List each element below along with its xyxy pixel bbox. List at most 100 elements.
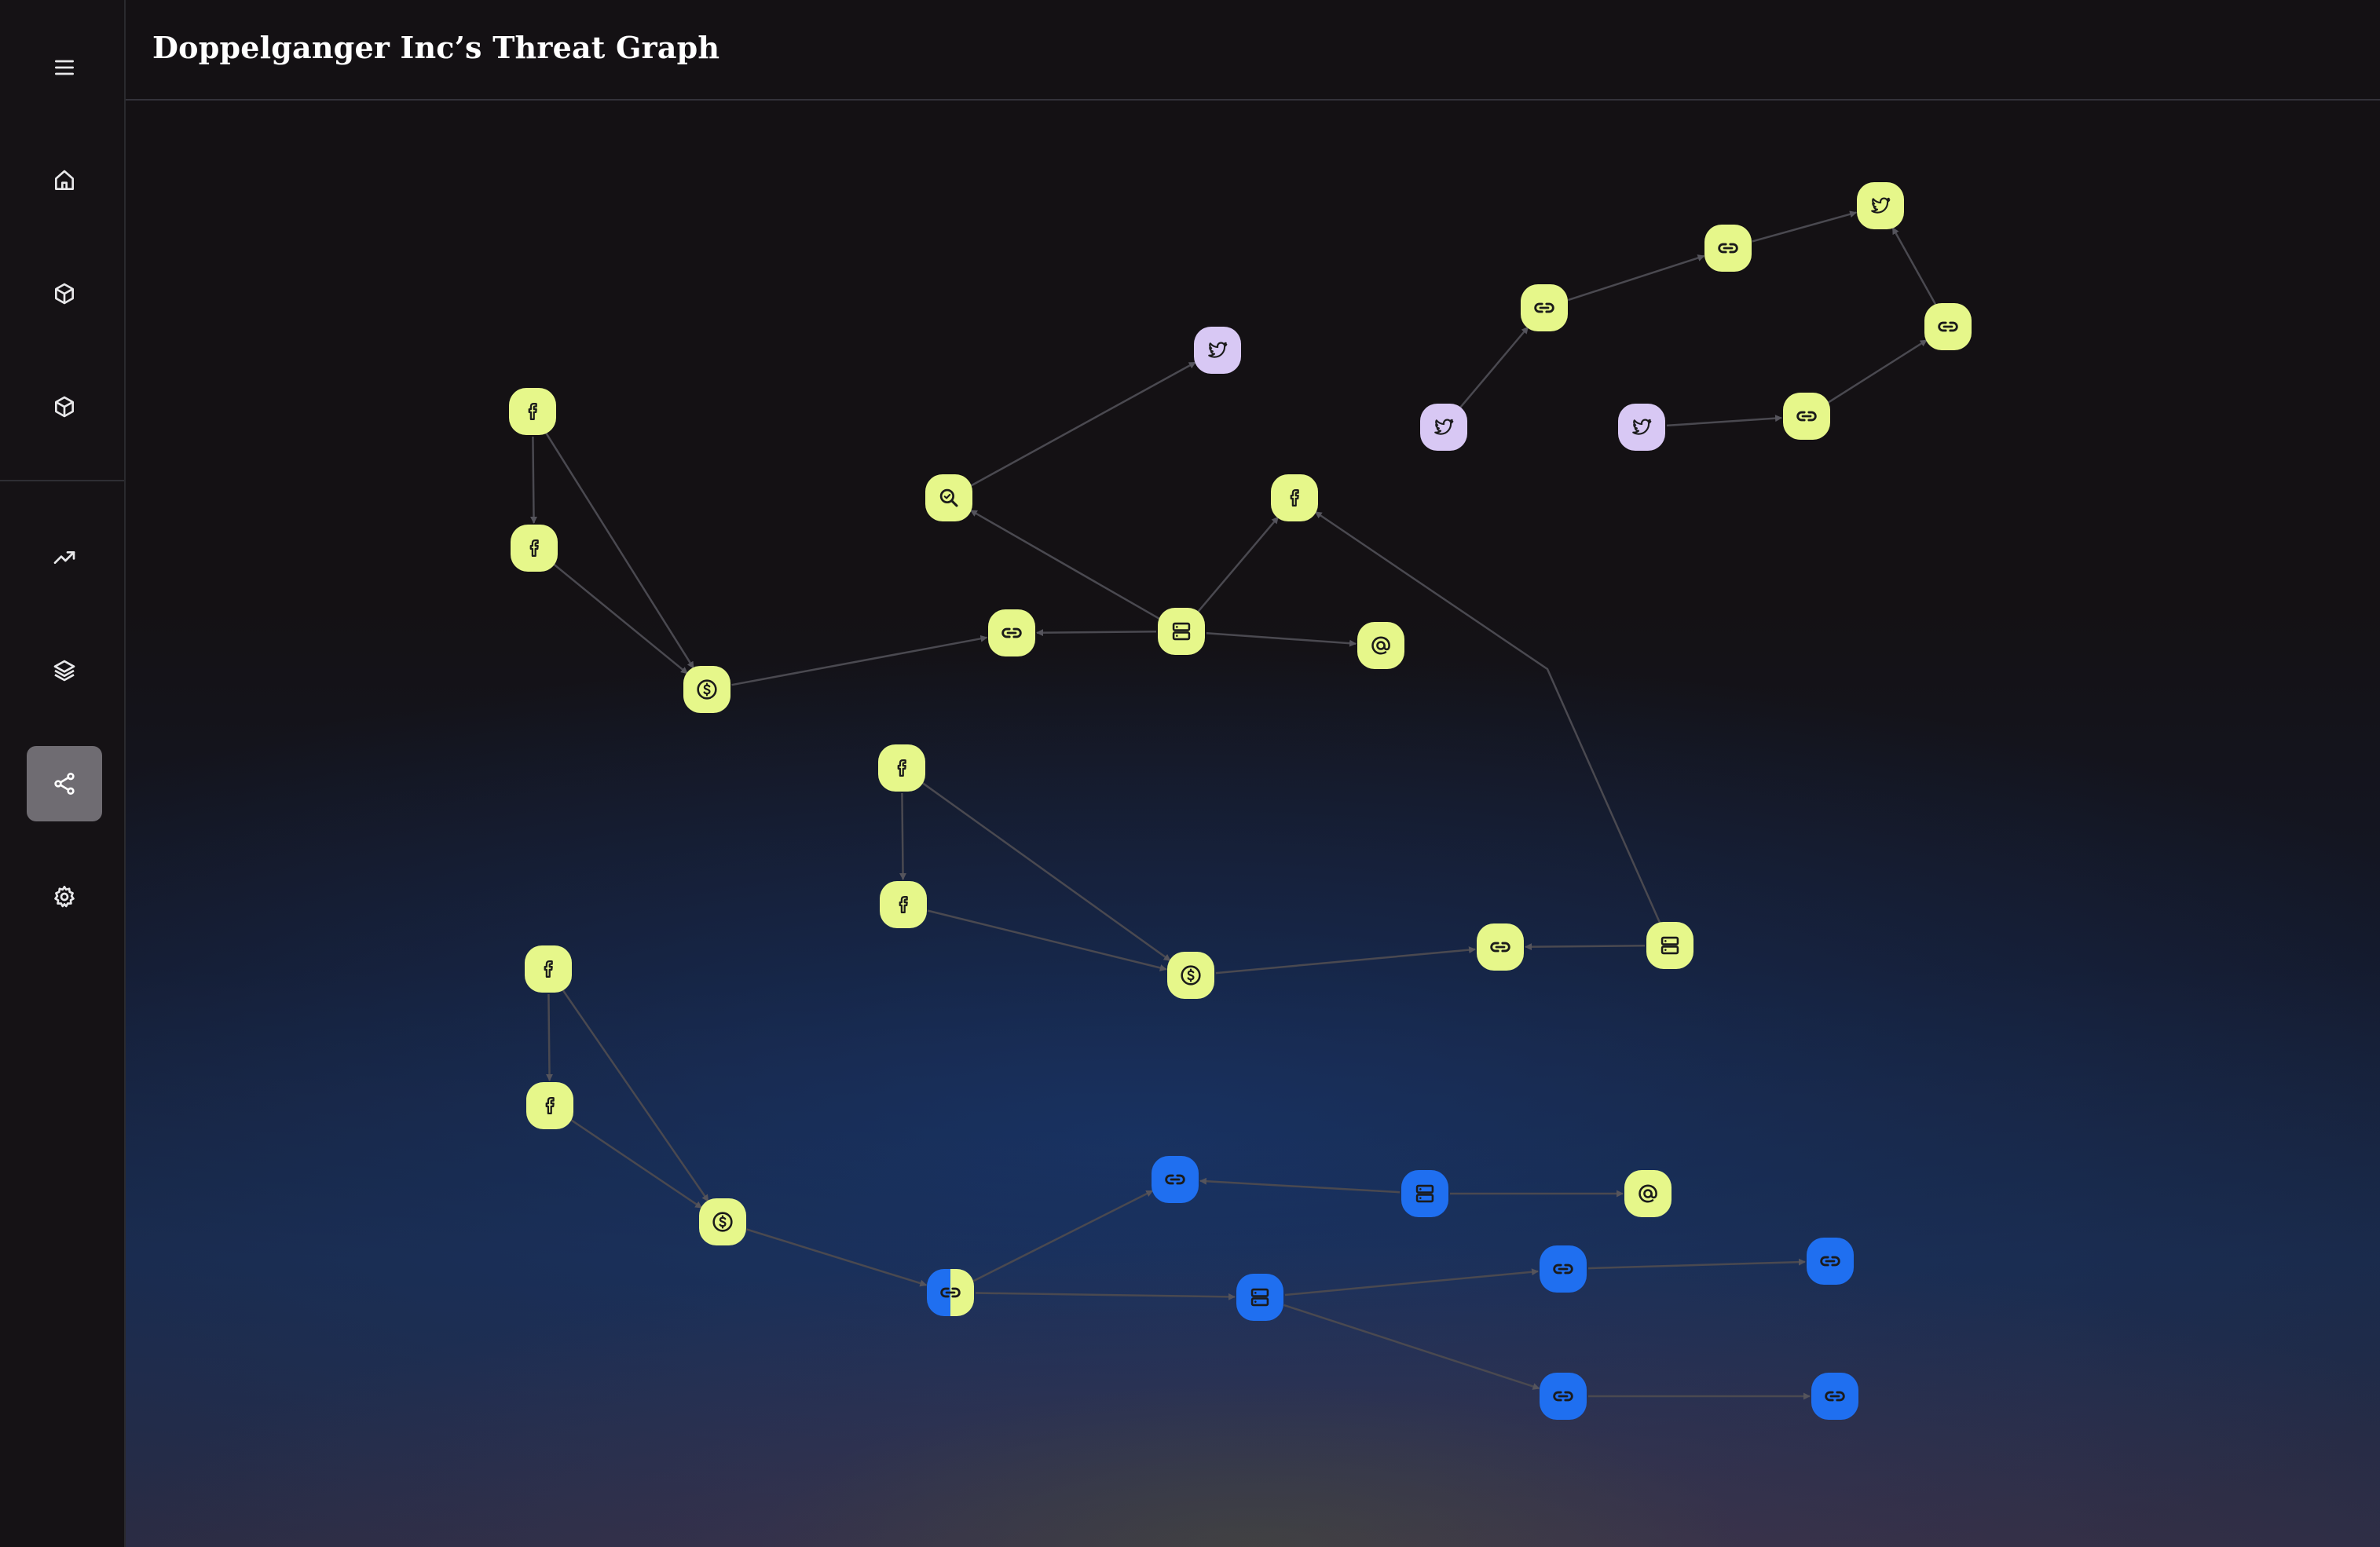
graph-node-n8[interactable] xyxy=(1194,327,1241,374)
graph-node-n21[interactable] xyxy=(1646,922,1693,969)
home-icon xyxy=(55,170,74,190)
link-icon xyxy=(1553,1391,1573,1402)
search-icon xyxy=(939,488,958,507)
cube-icon xyxy=(55,396,74,418)
graph-node-n12[interactable] xyxy=(1704,225,1752,272)
server-icon xyxy=(1415,1184,1434,1203)
home-button[interactable] xyxy=(27,143,102,218)
cube-button-2[interactable] xyxy=(27,369,102,444)
layers-icon xyxy=(53,660,75,682)
link-icon xyxy=(1001,627,1022,638)
graph-node-n23[interactable] xyxy=(526,1082,573,1129)
dollar-icon xyxy=(697,679,717,700)
server-icon xyxy=(1250,1288,1269,1307)
graph-edge-n22-n24 xyxy=(562,989,709,1202)
dollar-icon xyxy=(712,1212,733,1232)
link-icon xyxy=(1718,243,1738,254)
cube-button[interactable] xyxy=(27,256,102,331)
facebook-icon xyxy=(1290,488,1299,507)
graph-node-n32[interactable] xyxy=(1540,1373,1587,1420)
graph-node-n14[interactable] xyxy=(1924,303,1972,350)
graph-edge-n11-n12 xyxy=(1568,254,1705,302)
graph-node-n16[interactable] xyxy=(1618,404,1665,451)
facebook-icon xyxy=(545,1096,555,1115)
graph-node-n22[interactable] xyxy=(525,945,572,993)
header: Doppelganger Inc’s Threat Graph xyxy=(126,0,2380,101)
graph-edge-n23-n24 xyxy=(569,1118,703,1209)
twitter-icon xyxy=(1632,419,1652,435)
graph-node-n11[interactable] xyxy=(1521,284,1568,331)
link-icon xyxy=(1553,1264,1573,1275)
graph-node-n30[interactable] xyxy=(1540,1245,1587,1293)
graph-edge-n17-n18 xyxy=(899,792,907,880)
graph-node-n5[interactable] xyxy=(1158,608,1205,655)
graph-node-n26[interactable] xyxy=(1152,1156,1199,1203)
graph-node-n10[interactable] xyxy=(1420,404,1467,451)
graph-node-n18[interactable] xyxy=(880,881,927,928)
graph-edge-n10-n11 xyxy=(1459,326,1529,409)
graph-edge-n5-n4 xyxy=(1036,629,1157,637)
link-icon xyxy=(1534,302,1554,313)
graph-edge-n5-n9 xyxy=(1196,516,1280,613)
graph-node-n7[interactable] xyxy=(925,474,972,521)
graph-edge-n16-n15 xyxy=(1666,415,1782,427)
link-icon xyxy=(940,1287,961,1298)
twitter-icon xyxy=(1871,197,1891,214)
menu-button[interactable] xyxy=(27,30,102,105)
settings-button[interactable] xyxy=(27,859,102,934)
link-icon xyxy=(1938,321,1958,332)
facebook-icon xyxy=(897,759,906,777)
graph-node-n25[interactable] xyxy=(927,1269,974,1316)
graph-node-n13[interactable] xyxy=(1857,182,1904,229)
sidebar-divider xyxy=(0,480,124,481)
graph-node-n3[interactable] xyxy=(683,666,730,713)
graph-edge-n29-n32 xyxy=(1283,1304,1540,1390)
graph-node-n2[interactable] xyxy=(511,525,558,572)
graph-node-n1[interactable] xyxy=(509,388,556,435)
at-icon xyxy=(1639,1184,1657,1203)
graph-edge-n22-n23 xyxy=(546,993,554,1081)
graph-edge-n5-n6 xyxy=(1206,632,1357,647)
graph-edge-n21-n9 xyxy=(1314,510,1661,923)
link-icon xyxy=(1165,1174,1185,1185)
graph-edge-n1-n3 xyxy=(544,432,695,669)
graph-edge-n5-n7 xyxy=(969,509,1160,620)
graph-edge-n7-n8 xyxy=(970,361,1196,487)
graph-edge-n14-n13 xyxy=(1891,227,1937,305)
graph-edge-n25-n26 xyxy=(972,1190,1154,1282)
graph-node-n31[interactable] xyxy=(1807,1238,1854,1285)
at-icon xyxy=(1371,636,1390,655)
graph-node-n20[interactable] xyxy=(1477,923,1524,971)
graph-edge-n30-n31 xyxy=(1587,1258,1806,1270)
analytics-button[interactable] xyxy=(27,520,102,595)
sidebar xyxy=(0,0,126,1547)
layers-button[interactable] xyxy=(27,633,102,708)
graph-node-n17[interactable] xyxy=(878,744,925,792)
graph-node-n29[interactable] xyxy=(1236,1274,1283,1321)
graph-node-n24[interactable] xyxy=(699,1198,746,1245)
share-icon xyxy=(54,773,75,795)
graph-canvas[interactable] xyxy=(126,101,2380,1547)
facebook-icon xyxy=(528,402,537,421)
graph-edge-n25-n29 xyxy=(975,1292,1236,1300)
graph-edge-n21-n20 xyxy=(1525,943,1646,951)
graph-node-n9[interactable] xyxy=(1271,474,1318,521)
cube-icon xyxy=(55,283,74,305)
graph-node-n33[interactable] xyxy=(1811,1373,1858,1420)
graph-node-n19[interactable] xyxy=(1167,952,1214,999)
graph-node-n15[interactable] xyxy=(1783,393,1830,440)
graph-node-n6[interactable] xyxy=(1357,622,1404,669)
dollar-icon xyxy=(1181,965,1201,986)
graph-node-n28[interactable] xyxy=(1624,1170,1671,1217)
page-title: Doppelganger Inc’s Threat Graph xyxy=(152,30,720,65)
graph-node-n27[interactable] xyxy=(1401,1170,1448,1217)
threat-graph-button[interactable] xyxy=(27,746,102,821)
twitter-icon xyxy=(1434,419,1454,435)
graph-node-n4[interactable] xyxy=(988,609,1035,656)
twitter-icon xyxy=(1208,342,1228,358)
facebook-icon xyxy=(544,960,553,978)
graph-edge-n12-n13 xyxy=(1752,210,1858,243)
facebook-icon xyxy=(899,895,908,914)
graph-edges xyxy=(530,210,1937,1400)
server-icon xyxy=(1172,622,1191,641)
